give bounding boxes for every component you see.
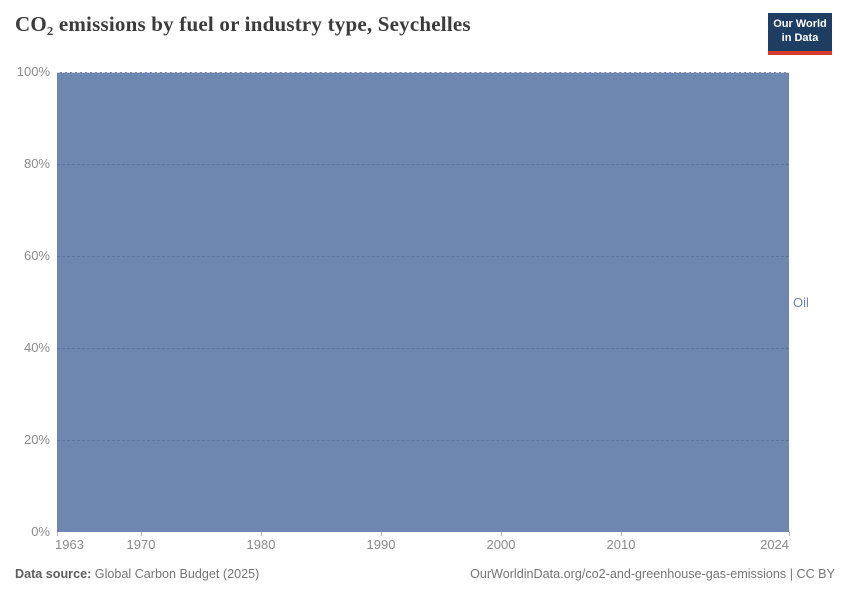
credit-link[interactable]: OurWorldinData.org/co2-and-greenhouse-ga… (470, 567, 835, 581)
series-label-oil[interactable]: Oil (793, 295, 809, 310)
x-axis-tick (57, 532, 58, 536)
x-axis-tick (141, 532, 142, 536)
owid-logo-text-line2: in Data (781, 31, 819, 44)
chart-footer: Data source: Global Carbon Budget (2025)… (15, 567, 835, 581)
y-axis-tick-label: 80% (23, 156, 50, 171)
y-axis-tick-label: 40% (23, 340, 50, 355)
gridline-80 (57, 164, 789, 165)
x-axis-tick-label: 2010 (606, 537, 636, 552)
x-axis-tick (789, 532, 790, 536)
data-source-label: Data source: (15, 567, 92, 581)
x-axis-tick (501, 532, 502, 536)
x-axis-tick (381, 532, 382, 536)
gridline-60 (57, 256, 789, 257)
x-axis-tick-label: 2000 (486, 537, 516, 552)
owid-logo-text-line1: Our World (773, 18, 827, 30)
x-axis-tick-label: 2024 (760, 537, 789, 552)
y-axis-tick-label: 0% (31, 524, 50, 539)
x-axis-tick (261, 532, 262, 536)
x-axis-tick-label: 1963 (55, 537, 84, 552)
data-source-value: Global Carbon Budget (2025) (94, 567, 260, 581)
chart-title: CO₂ emissions by fuel or industry type, … (15, 12, 471, 36)
data-source: Data source: Global Carbon Budget (2025) (15, 567, 259, 581)
x-axis-tick-label: 1970 (126, 537, 156, 552)
y-axis-tick-label: 100% (16, 64, 50, 79)
y-axis-tick-label: 60% (23, 248, 50, 263)
y-axis-tick-label: 20% (23, 432, 50, 447)
gridline-100 (57, 72, 789, 73)
gridline-20 (57, 440, 789, 441)
owid-logo[interactable]: Our World in Data (768, 13, 832, 55)
x-axis-tick-label: 1980 (246, 537, 276, 552)
x-axis-tick-label: 1990 (366, 537, 396, 552)
x-axis-tick (621, 532, 622, 536)
area-series-oil[interactable] (57, 72, 789, 532)
gridline-40 (57, 348, 789, 349)
